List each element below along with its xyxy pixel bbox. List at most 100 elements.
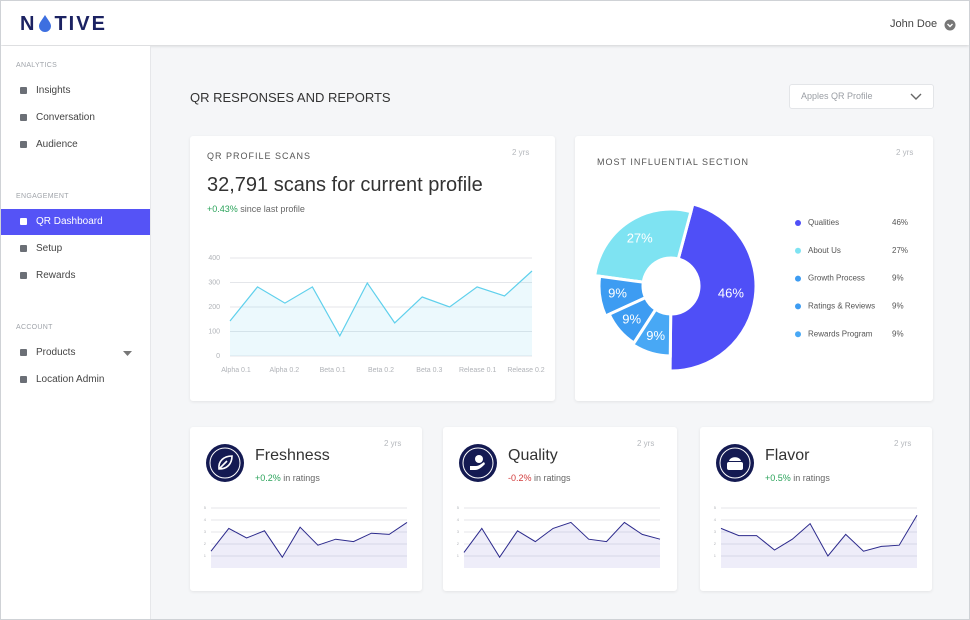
rating-icon <box>206 444 244 482</box>
y-tick-label: 2 <box>204 541 207 546</box>
card-title: QR PROFILE SCANS <box>207 151 312 161</box>
y-tick-label: 200 <box>208 304 220 311</box>
y-tick-label: 4 <box>204 517 207 522</box>
rating-card: Quality 2 yrs -0.2% in ratings 1 2 3 4 5 <box>443 427 677 591</box>
sidebar: ANALYTICS Insights Conversation Audience ENG… <box>1 46 151 619</box>
nav-item[interactable]: Conversation <box>1 105 150 131</box>
change-text: since last profile <box>240 204 305 214</box>
nav-icon <box>20 245 27 252</box>
x-tick-label: Alpha 0.2 <box>270 367 300 374</box>
rating-chart: 1 2 3 4 5 <box>714 505 918 568</box>
nav-label: QR Dashboard <box>36 216 103 227</box>
rating-card: Freshness 2 yrs +0.2% in ratings 1 2 3 4 5 <box>190 427 422 591</box>
pie-slice <box>668 202 758 373</box>
line-area <box>721 515 917 568</box>
nav-label: Products <box>36 347 76 358</box>
header: N TIVE John Doe <box>1 1 969 45</box>
rating-chart: 1 2 3 4 5 <box>204 505 408 568</box>
nav-icon <box>20 87 27 94</box>
change-row: -0.2% in ratings <box>508 473 571 483</box>
y-tick-label: 1 <box>204 553 207 558</box>
y-tick-label: 300 <box>208 279 220 286</box>
nav-item[interactable]: Setup <box>1 236 150 262</box>
nav-icon <box>20 349 27 356</box>
card-period: 2 yrs <box>512 148 530 157</box>
profile-dropdown[interactable]: Apples QR Profile <box>789 84 934 109</box>
nav-item[interactable]: Insights <box>1 78 150 104</box>
legend-label: Qualities <box>808 218 839 227</box>
nav-item[interactable]: Audience <box>1 132 150 158</box>
y-tick-label: 2 <box>457 541 460 546</box>
rating-icon <box>716 444 754 482</box>
section-label: ENGAGEMENT <box>16 193 69 200</box>
legend-value: 9% <box>892 329 904 338</box>
nav-label: Audience <box>36 139 78 150</box>
card-title: MOST INFLUENTIAL SECTION <box>597 157 750 167</box>
card-period: 2 yrs <box>384 439 402 448</box>
card-period: 2 yrs <box>637 439 655 448</box>
change-text: in ratings <box>534 473 571 483</box>
rating-card: Flavor 2 yrs +0.5% in ratings 1 2 3 4 5 <box>700 427 932 591</box>
change-text: in ratings <box>283 473 320 483</box>
nav-label: Conversation <box>36 112 95 123</box>
y-tick-label: 400 <box>208 255 220 262</box>
headline: 32,791 scans for current profile <box>207 174 483 196</box>
y-tick-label: 3 <box>714 529 717 534</box>
rating-title: Quality <box>508 447 558 464</box>
rating-icon <box>459 444 497 482</box>
y-tick-label: 5 <box>204 505 207 510</box>
page-title: QR RESPONSES AND REPORTS <box>190 90 391 105</box>
x-tick-label: Release 0.2 <box>507 367 544 374</box>
section-label: ACCOUNT <box>16 324 53 331</box>
legend-label: Rewards Program <box>808 329 873 338</box>
line <box>463 521 661 559</box>
change-value: -0.2% <box>508 473 532 483</box>
x-tick-label: Beta 0.3 <box>416 367 442 374</box>
nav-item[interactable]: Rewards <box>1 263 150 289</box>
dropdown-caret <box>910 93 922 100</box>
y-tick-label: 1 <box>457 553 460 558</box>
legend-label: Growth Process <box>808 274 865 283</box>
pie-slice <box>630 307 673 358</box>
y-tick-label: 2 <box>714 541 717 546</box>
logo[interactable]: N TIVE <box>20 13 107 36</box>
legend-dot <box>795 331 801 338</box>
y-tick-label: 1 <box>714 553 717 558</box>
x-tick-label: Beta 0.1 <box>320 367 346 374</box>
user-name[interactable]: John Doe <box>890 18 938 30</box>
slice-label: 27% <box>627 230 653 245</box>
change-row: +0.43% since last profile <box>207 204 305 214</box>
line-area <box>464 522 660 568</box>
pie-slice <box>597 274 648 318</box>
logo-left: N <box>20 13 37 35</box>
y-tick-label: 0 <box>216 353 220 360</box>
user-menu-icon[interactable] <box>944 19 956 31</box>
change-row: +0.5% in ratings <box>765 473 830 483</box>
line <box>229 270 533 338</box>
y-tick-label: 5 <box>714 505 717 510</box>
legend-label: About Us <box>808 246 841 255</box>
nav-label: Rewards <box>36 270 76 281</box>
legend-dot <box>795 303 801 310</box>
slice-label: 9% <box>608 285 627 300</box>
legend-dot <box>795 275 801 282</box>
legend-label: Ratings & Reviews <box>808 302 875 311</box>
x-tick-label: Release 0.1 <box>459 367 496 374</box>
nav-icon <box>20 218 27 225</box>
nav-item[interactable]: QR Dashboard <box>1 209 150 235</box>
scans-card: QR PROFILE SCANS 2 yrs 32,791 scans for … <box>190 136 555 401</box>
nav-label: Location Admin <box>36 374 105 385</box>
nav-item[interactable]: Products <box>1 340 150 366</box>
scans-chart: 0 100 200 300 400 Alpha 0.1 Alpha 0.2 Beta 0.1 B… <box>208 255 544 374</box>
rating-chart: 1 2 3 4 5 <box>457 505 661 568</box>
line <box>210 521 408 559</box>
change-text: in ratings <box>793 473 830 483</box>
nav-item[interactable]: Location Admin <box>1 367 150 393</box>
rating-title: Freshness <box>255 447 330 464</box>
change-value: +0.5% <box>765 473 791 483</box>
line <box>720 514 918 557</box>
logo-drop <box>39 15 52 32</box>
card-period: 2 yrs <box>894 439 912 448</box>
dropdown-label: Apples QR Profile <box>801 91 873 101</box>
